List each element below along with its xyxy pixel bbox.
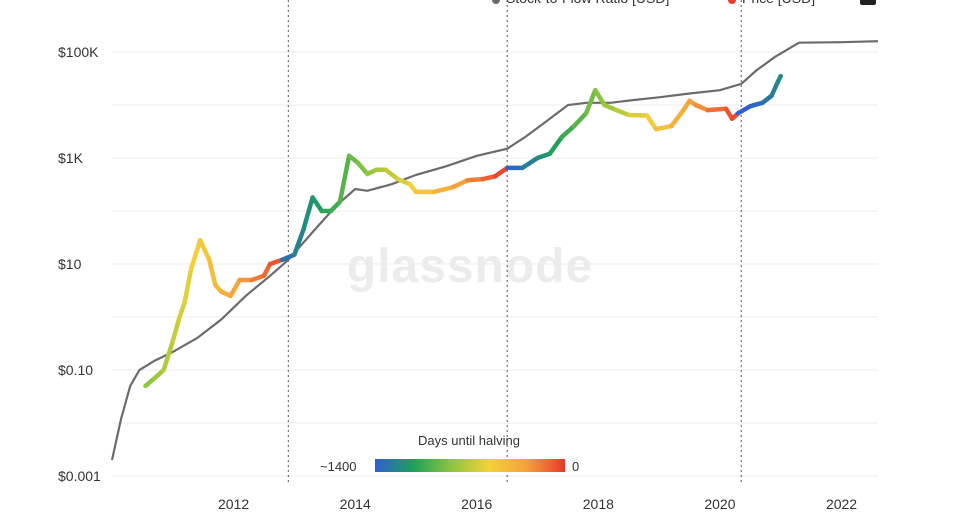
- halving-lines: [287, 0, 742, 485]
- price-segment: [431, 185, 455, 195]
- colorbar-title: Days until halving: [418, 433, 520, 448]
- price-segment: [626, 112, 650, 118]
- price-segment: [182, 266, 194, 304]
- colorbar: Days until halving ~1400 0: [320, 433, 579, 474]
- menu-icon: [860, 0, 876, 5]
- price-segment: [669, 107, 686, 129]
- colorbar-min-label: ~1400: [320, 459, 357, 474]
- price-segment: [301, 195, 315, 232]
- watermark: glassnode: [347, 240, 593, 293]
- price-segment: [705, 106, 729, 113]
- price-segment: [559, 123, 577, 140]
- price-segment: [653, 123, 674, 132]
- price-segment: [337, 153, 352, 204]
- price-segment: [520, 155, 540, 171]
- x-tick-label: 2018: [583, 496, 614, 512]
- price-segment: [769, 79, 780, 98]
- x-tick-label: 2020: [704, 496, 735, 512]
- legend-label: Price [USD]: [742, 0, 815, 6]
- legend-marker: [492, 0, 500, 4]
- colorbar-max-label: 0: [572, 459, 579, 474]
- price-segment: [571, 110, 589, 129]
- x-axis-ticks: 2012 2014 2016 2018 2020 2022: [218, 496, 857, 512]
- price-segment: [228, 277, 242, 299]
- gridlines: [112, 51, 878, 477]
- price-segment: [492, 165, 510, 179]
- price-segment: [450, 178, 470, 190]
- x-tick-label: 2012: [218, 496, 249, 512]
- price-segment: [583, 87, 598, 116]
- price-segment: [292, 227, 306, 257]
- y-tick-label: $0.10: [58, 362, 93, 378]
- y-tick-label: $0.001: [58, 468, 101, 484]
- series-layer: [110, 40, 879, 461]
- x-tick-label: 2016: [461, 496, 492, 512]
- stock-to-flow-series: [110, 40, 879, 461]
- x-tick-label: 2022: [826, 496, 857, 512]
- stock-to-flow-line: [110, 40, 879, 461]
- price-segment: [465, 176, 486, 183]
- price-segment: [775, 73, 783, 85]
- price-series: [143, 73, 783, 389]
- colorbar-gradient: [375, 459, 565, 472]
- price-segment: [383, 167, 400, 182]
- price-segment: [593, 87, 607, 108]
- legend: Stock-to-Flow Ratio [USD] Price [USD]: [492, 0, 876, 6]
- price-segment: [176, 298, 188, 322]
- y-tick-label: $10: [58, 256, 82, 272]
- price-segment: [207, 257, 218, 288]
- price-segment: [170, 317, 182, 344]
- price-segment: [197, 238, 212, 263]
- price-segment: [644, 113, 659, 132]
- y-tick-label: $100K: [58, 44, 99, 60]
- y-tick-label: $1K: [58, 150, 84, 166]
- price-segment: [547, 134, 565, 157]
- price-segment: [161, 338, 176, 373]
- legend-label: Stock-to-Flow Ratio [USD]: [506, 0, 669, 6]
- price-segment: [735, 103, 753, 116]
- y-axis-ticks: $100K $1K $10 $0.10 $0.001: [58, 44, 101, 484]
- x-tick-label: 2014: [340, 496, 371, 512]
- price-segment: [310, 195, 324, 214]
- legend-marker: [728, 0, 736, 4]
- price-segment: [188, 238, 203, 272]
- price-segment: [355, 160, 370, 177]
